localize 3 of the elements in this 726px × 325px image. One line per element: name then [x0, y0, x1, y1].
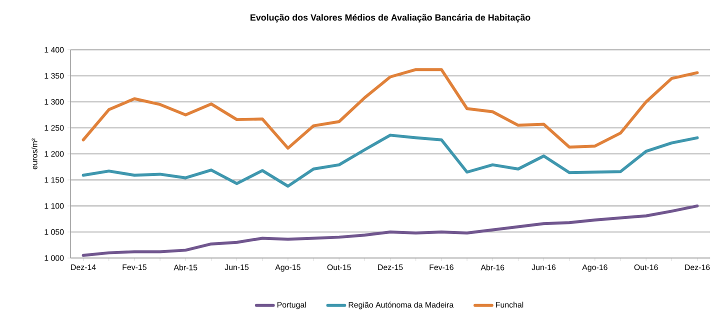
chart-title: Evolução dos Valores Médios de Avaliação Bancária de Habitação — [250, 14, 530, 23]
line-series — [82, 68, 699, 150]
line-series — [82, 134, 699, 188]
